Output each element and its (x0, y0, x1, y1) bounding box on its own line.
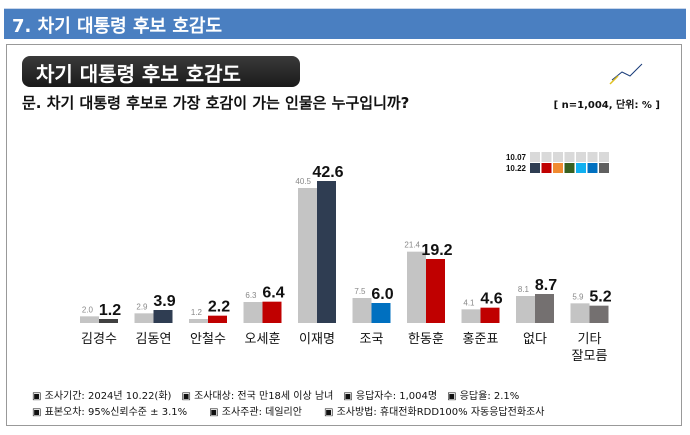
bar-1022 (480, 307, 500, 323)
legend-swatch-1022 (553, 163, 563, 173)
bar-1022 (535, 294, 554, 323)
bar-1007 (461, 309, 481, 323)
category-label: 없다 (523, 331, 547, 346)
bar-1007 (243, 302, 263, 323)
category-label: 안철수 (190, 331, 226, 346)
legend-swatch-1022 (530, 163, 540, 173)
legend-swatch-1022 (576, 163, 586, 173)
label-1022: 2.2 (208, 299, 230, 316)
header-title: 7. 차기 대통령 후보 호감도 (12, 16, 223, 37)
legend-swatch-1007 (576, 152, 586, 162)
legend-swatch-1007 (530, 152, 540, 162)
label-1007: 40.5 (295, 177, 311, 186)
bar-1007 (352, 298, 372, 323)
footer-line-1: ▣ 조사기간: 2024년 10.22(화) ▣ 조사대상: 전국 만18세 이상… (32, 387, 529, 402)
footer-item: ▣ 응답자수: 1,004명 (343, 391, 438, 402)
legend-swatch-1007 (553, 152, 563, 162)
logo-chart-icon (609, 63, 643, 85)
legend-swatch-1022 (599, 163, 609, 173)
bar-1022 (262, 301, 282, 323)
bar-1022 (99, 319, 118, 323)
footer-item: ▣ 표본오차: 95%신뢰수준 ± 3.1% (32, 407, 188, 418)
bar-1007 (298, 188, 317, 323)
category-label: 이재명 (299, 331, 335, 346)
subtitle-pill: 차기 대통령 후보 호감도 (22, 56, 300, 87)
label-1022: 42.6 (312, 164, 343, 181)
category-label: 김동연 (136, 331, 172, 346)
footer-item: ▣ 응답율: 2.1% (447, 391, 520, 402)
bar-1007 (80, 316, 99, 323)
label-1022: 1.2 (99, 302, 121, 319)
label-1007: 4.1 (463, 298, 475, 307)
label-1007: 7.5 (354, 287, 366, 296)
legend-swatch-1022 (564, 163, 575, 173)
label-1007: 5.9 (572, 292, 584, 301)
label-1022: 6.0 (371, 286, 393, 303)
legend-swatch-1007 (599, 152, 609, 162)
header-bar: 7. 차기 대통령 후보 호감도 (4, 8, 686, 39)
legend-swatch-1022 (587, 163, 598, 173)
label-1022: 19.2 (421, 242, 452, 259)
footer-item: ▣ 조사주관: 데일리안 (209, 407, 302, 418)
legend-label-1007: 10.07 (506, 153, 527, 162)
bar-1007 (570, 303, 590, 323)
category-label: 한동훈 (408, 331, 444, 346)
bar-1022 (153, 310, 173, 323)
category-label: 조국 (360, 331, 384, 346)
bar-1022 (317, 181, 336, 323)
label-1022: 5.2 (589, 289, 611, 306)
chart-card (6, 44, 682, 426)
bar-1022 (208, 315, 227, 323)
category-label: 홍준표 (463, 331, 499, 346)
label-1007: 6.3 (245, 291, 257, 300)
category-label: 김경수 (81, 331, 117, 346)
label-1007: 2.9 (136, 302, 148, 311)
label-1007: 1.2 (191, 308, 203, 317)
footer-item: ▣ 조사기간: 2024년 10.22(화) (32, 391, 172, 402)
label-1007: 8.1 (518, 285, 530, 294)
unit-note: [ n=1,004, 단위: % ] (553, 100, 660, 111)
category-label: 오세훈 (245, 331, 281, 346)
legend-swatch-1022 (541, 163, 552, 173)
bar-1022 (589, 305, 609, 323)
bar-1007 (134, 313, 154, 323)
label-1022: 4.6 (480, 291, 502, 308)
question: 문. 차기 대통령 후보로 가장 호감이 가는 인물은 누구입니까? (22, 94, 410, 112)
legend-swatch-1007 (564, 152, 575, 162)
legend-label-1022: 10.22 (506, 164, 527, 173)
bar-1007 (189, 319, 208, 323)
label-1007: 2.0 (82, 305, 94, 314)
legend-swatch-1007 (541, 152, 552, 162)
bar-1007 (516, 296, 535, 323)
label-1022: 6.4 (262, 285, 284, 302)
category-label: 기타 (578, 331, 602, 346)
subtitle: 차기 대통령 후보 호감도 (36, 62, 241, 86)
category-label: 잘모름 (572, 348, 608, 363)
footer-item: ▣ 조사대상: 전국 만18세 이상 남녀 (181, 391, 334, 402)
footer-item: ▣ 조사방법: 휴대전화RDD100% 자동응답전화조사 (323, 407, 545, 418)
bar-1007 (407, 251, 426, 323)
bar-1022 (371, 303, 391, 323)
legend-swatch-1007 (587, 152, 598, 162)
label-1022: 8.7 (535, 277, 557, 294)
footer-line-2: ▣ 표본오차: 95%신뢰수준 ± 3.1% ▣ 조사주관: 데일리안 ▣ 조사방법… (32, 403, 554, 418)
label-1007: 21.4 (404, 241, 420, 250)
bar-1022 (426, 259, 445, 323)
label-1022: 3.9 (153, 293, 175, 310)
logo (608, 62, 658, 86)
